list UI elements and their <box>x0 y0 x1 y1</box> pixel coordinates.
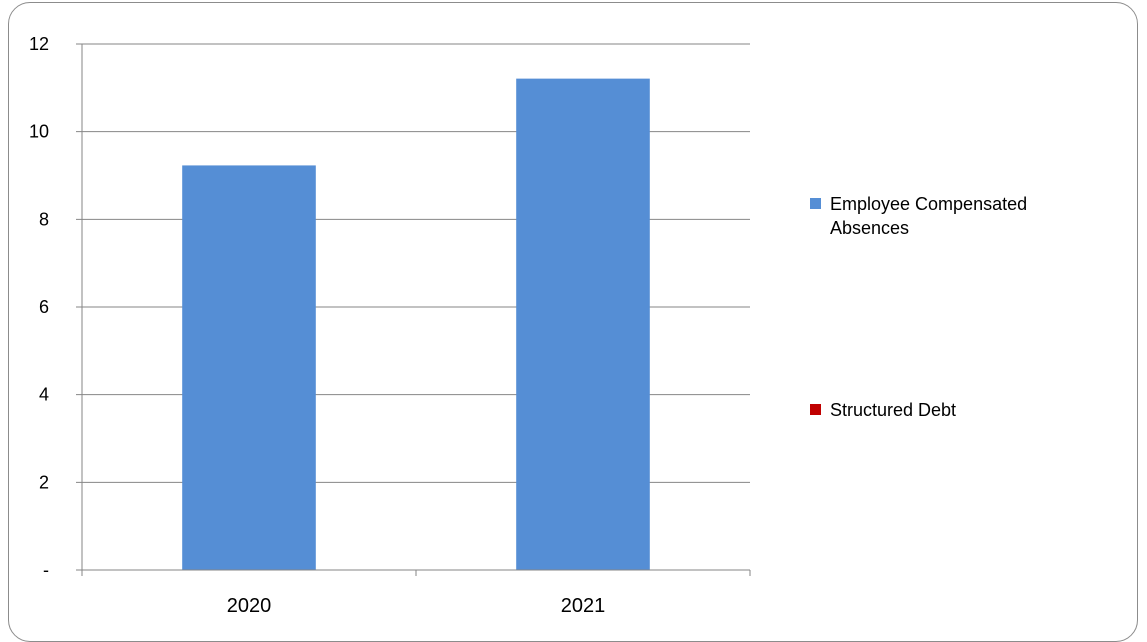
bar-2021-series-0 <box>516 78 650 571</box>
x-tick-label: 2021 <box>561 595 606 617</box>
bar-2020-series-0 <box>182 165 316 570</box>
y-tick-label: 10 <box>29 122 49 142</box>
y-tick-label: 4 <box>39 385 49 405</box>
x-tick-labels: 2020 2021 <box>227 595 606 617</box>
y-tick-labels: - 2 4 6 8 10 12 <box>29 34 49 580</box>
y-tick-label: 2 <box>39 472 49 492</box>
x-tick-label: 2020 <box>227 595 272 617</box>
legend-label: Employee Compensated Absences <box>830 194 1028 238</box>
legend-swatch-employee-compensated-absences <box>810 198 821 209</box>
y-tick-label: - <box>43 560 49 580</box>
y-tick-label: 12 <box>29 34 49 54</box>
legend-item-structured-debt: Structured Debt <box>810 398 1110 422</box>
y-tick-label: 8 <box>39 209 49 229</box>
bars <box>182 78 650 571</box>
y-tick-label: 6 <box>39 297 49 317</box>
axes <box>81 44 751 576</box>
legend-item-employee-compensated-absences: Employee Compensated Absences <box>810 192 1110 240</box>
legend-swatch-structured-debt <box>810 404 821 415</box>
legend-label: Structured Debt <box>830 400 957 420</box>
bar-chart: - 2 4 6 8 10 12 2020 2021 <box>29 34 751 617</box>
